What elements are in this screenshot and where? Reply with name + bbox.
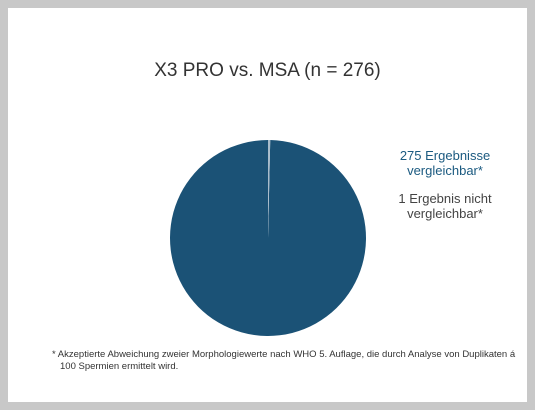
pie-slice	[169, 140, 366, 336]
legend-entry: 1 Ergebnis nicht vergleichbar*	[398, 191, 492, 221]
footnote: * Akzeptierte Abweichung zweier Morpholo…	[52, 349, 516, 372]
legend-entry: 275 Ergebnisse vergleichbar*	[399, 148, 491, 178]
pie-slice	[268, 140, 271, 238]
chart-title: X3 PRO vs. MSA (n = 276)	[154, 60, 381, 81]
